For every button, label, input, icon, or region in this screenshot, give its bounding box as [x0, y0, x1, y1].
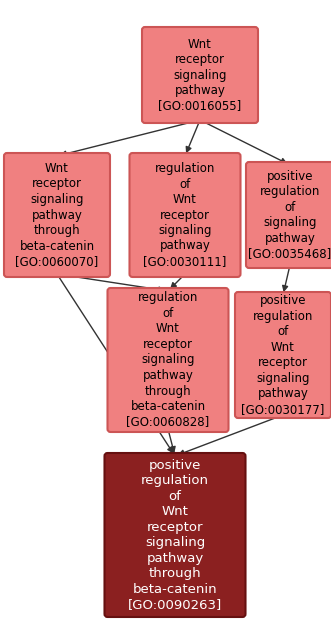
Text: regulation
of
Wnt
receptor
signaling
pathway
[GO:0030111]: regulation of Wnt receptor signaling pat… — [143, 162, 227, 268]
FancyBboxPatch shape — [235, 292, 331, 418]
Text: positive
regulation
of
Wnt
receptor
signaling
pathway
through
beta-catenin
[GO:0: positive regulation of Wnt receptor sign… — [128, 459, 222, 612]
FancyBboxPatch shape — [105, 453, 246, 617]
Text: positive
regulation
of
signaling
pathway
[GO:0035468]: positive regulation of signaling pathway… — [248, 169, 331, 261]
Text: Wnt
receptor
signaling
pathway
through
beta-catenin
[GO:0060070]: Wnt receptor signaling pathway through b… — [15, 162, 99, 268]
FancyBboxPatch shape — [108, 288, 228, 432]
FancyBboxPatch shape — [4, 153, 110, 277]
Text: positive
regulation
of
Wnt
receptor
signaling
pathway
[GO:0030177]: positive regulation of Wnt receptor sign… — [241, 294, 325, 416]
FancyBboxPatch shape — [246, 162, 331, 268]
FancyBboxPatch shape — [129, 153, 241, 277]
FancyBboxPatch shape — [142, 27, 258, 123]
Text: regulation
of
Wnt
receptor
signaling
pathway
through
beta-catenin
[GO:0060828]: regulation of Wnt receptor signaling pat… — [126, 292, 210, 429]
Text: Wnt
receptor
signaling
pathway
[GO:0016055]: Wnt receptor signaling pathway [GO:00160… — [158, 38, 242, 113]
